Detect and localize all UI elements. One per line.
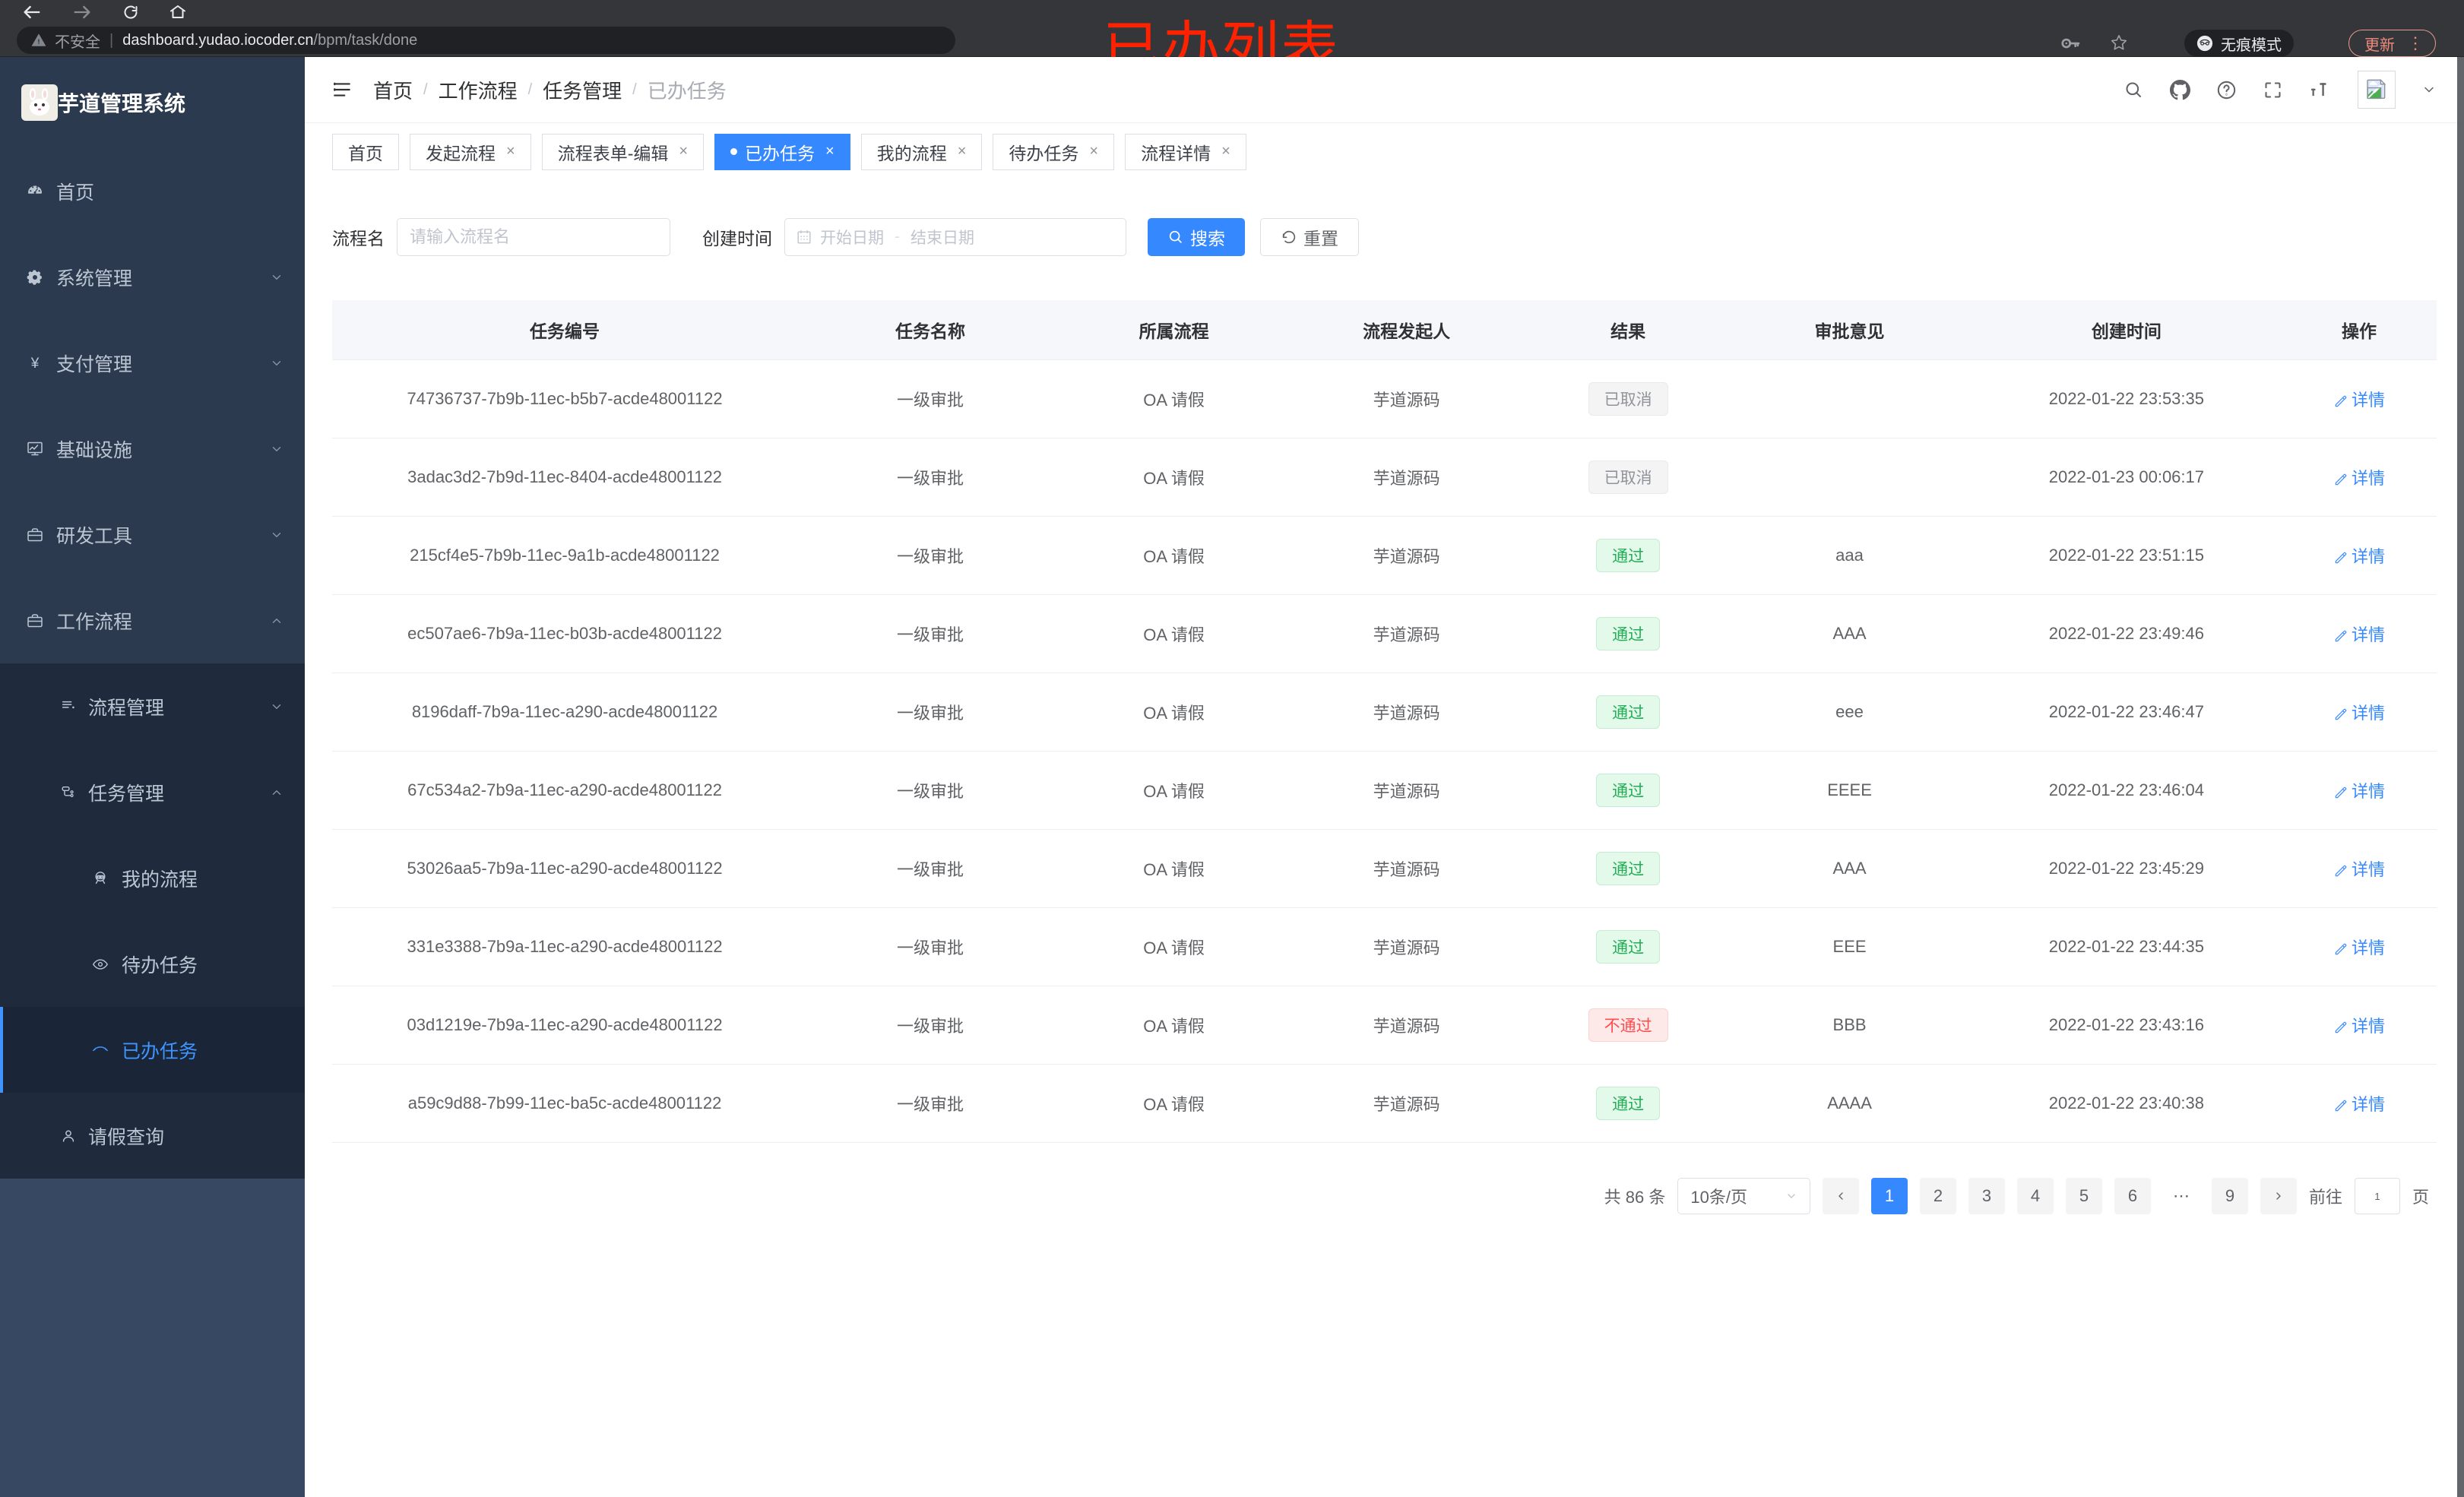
svg-text:¥: ¥ [30,356,40,372]
